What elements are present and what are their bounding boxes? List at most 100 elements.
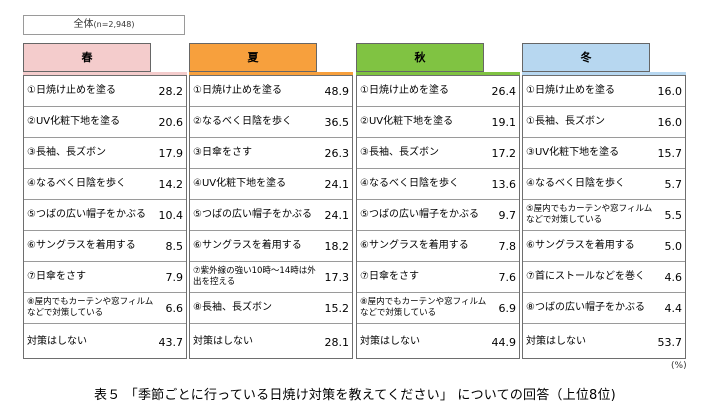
row-value: 9.7 — [498, 208, 517, 222]
table-row: ⑦日傘をさす 7.6 — [357, 262, 519, 293]
table-row: 対策はしない 53.7 — [523, 324, 685, 360]
table-row: ③UV化粧下地を塗る 15.7 — [523, 138, 685, 169]
row-label: ⑥サングラスを着用する — [27, 240, 136, 251]
table-row: ⑤つばの広い帽子をかぶる 10.4 — [24, 200, 186, 231]
table-row: ③長袖、長ズボン 17.9 — [24, 138, 186, 169]
table-row: ③長袖、長ズボン 17.2 — [357, 138, 519, 169]
table-row: ④UV化粧下地を塗る 24.1 — [190, 169, 352, 200]
row-label: ①日焼け止めを塗る — [360, 85, 449, 96]
table-row: ④なるべく日陰を歩く 14.2 — [24, 169, 186, 200]
total-sample-size: (n=2,948) — [93, 20, 135, 29]
row-label: ⑤つばの広い帽子をかぶる — [193, 209, 312, 220]
season-header-band: 夏 — [189, 43, 353, 75]
row-value: 20.6 — [158, 115, 184, 129]
row-value: 28.1 — [324, 335, 350, 349]
row-label: ②UV化粧下地を塗る — [27, 116, 121, 127]
row-value: 24.1 — [324, 208, 350, 222]
row-value: 17.9 — [158, 146, 184, 160]
table-row: ②UV化粧下地を塗る 20.6 — [24, 107, 186, 138]
table-row: ⑦紫外線の強い10時～14時は外出を控える 17.3 — [190, 262, 352, 293]
table-caption: 表５ 「季節ごとに行っている日焼け対策を教えてください」 についての回答（上位8… — [94, 388, 616, 403]
row-label: ③長袖、長ズボン — [27, 147, 106, 158]
season-table-body: ①日焼け止めを塗る 26.4 ②UV化粧下地を塗る 19.1 ③長袖、長ズボン 17.2 ④… — [356, 75, 520, 359]
row-label: ⑥サングラスを着用する — [193, 240, 302, 251]
total-label: 全体 — [73, 19, 94, 30]
table-row: 対策はしない 44.9 — [357, 324, 519, 360]
row-label: ③長袖、長ズボン — [360, 147, 439, 158]
row-label: ④なるべく日陰を歩く — [27, 178, 126, 189]
row-label: ⑧つばの広い帽子をかぶる — [526, 302, 645, 313]
table-row: ⑧屋内でもカーテンや窓フィルムなどで対策している 6.9 — [357, 293, 519, 324]
row-value: 5.0 — [664, 239, 683, 253]
total-respondents-box: 全体(n=2,948) — [23, 15, 185, 35]
row-value: 6.6 — [165, 301, 184, 315]
season-header: 春 — [23, 43, 151, 72]
row-value: 4.6 — [664, 270, 683, 284]
row-label: ①日焼け止めを塗る — [526, 85, 615, 96]
row-label: ⑦日傘をさす — [360, 271, 419, 282]
table-row: ⑥サングラスを着用する 7.8 — [357, 231, 519, 262]
table-row: ⑤屋内でもカーテンや窓フィルムなどで対策している 5.5 — [523, 200, 685, 231]
season-column-winter: 冬 ①日焼け止めを塗る 16.0 ①長袖、長ズボン 16.0 ③UV化粧下地を塗る 15.7… — [522, 43, 686, 359]
table-row: ②なるべく日陰を歩く 36.5 — [190, 107, 352, 138]
table-row: ①日焼け止めを塗る 28.2 — [24, 76, 186, 107]
row-value: 19.1 — [491, 115, 517, 129]
row-value: 16.0 — [657, 84, 683, 98]
row-value: 10.4 — [158, 208, 184, 222]
table-row: ①日焼け止めを塗る 48.9 — [190, 76, 352, 107]
row-value: 7.6 — [498, 270, 517, 284]
row-label: 対策はしない — [526, 336, 586, 347]
row-value: 28.2 — [158, 84, 184, 98]
row-label: ⑧長袖、長ズボン — [193, 302, 272, 313]
row-label: ⑧屋内でもカーテンや窓フィルムなどで対策している — [360, 297, 487, 318]
season-header-band: 冬 — [522, 43, 686, 75]
row-value: 7.9 — [165, 270, 184, 284]
row-value: 15.7 — [657, 146, 683, 160]
row-value: 44.9 — [491, 335, 517, 349]
table-row: ⑤つばの広い帽子をかぶる 9.7 — [357, 200, 519, 231]
table-row: ①日焼け止めを塗る 26.4 — [357, 76, 519, 107]
row-label: ⑦紫外線の強い10時～14時は外出を控える — [193, 266, 316, 287]
row-value: 7.8 — [498, 239, 517, 253]
season-column-summer: 夏 ①日焼け止めを塗る 48.9 ②なるべく日陰を歩く 36.5 ③日傘をさす 26.3 ④U… — [189, 43, 353, 359]
row-label: ⑤つばの広い帽子をかぶる — [27, 209, 146, 220]
row-label: ①日焼け止めを塗る — [27, 85, 116, 96]
row-label: ⑤つばの広い帽子をかぶる — [360, 209, 479, 220]
table-row: ②UV化粧下地を塗る 19.1 — [357, 107, 519, 138]
table-row: ⑦日傘をさす 7.9 — [24, 262, 186, 293]
table-row: 対策はしない 28.1 — [190, 324, 352, 360]
table-row: ⑤つばの広い帽子をかぶる 24.1 — [190, 200, 352, 231]
row-value: 18.2 — [324, 239, 350, 253]
row-label: ③UV化粧下地を塗る — [526, 147, 620, 158]
season-column-spring: 春 ①日焼け止めを塗る 28.2 ②UV化粧下地を塗る 20.6 ③長袖、長ズボン 17.9… — [23, 43, 187, 359]
row-label: 対策はしない — [360, 336, 420, 347]
row-value: 14.2 — [158, 177, 184, 191]
season-header: 冬 — [522, 43, 650, 72]
row-label: ⑥サングラスを着用する — [360, 240, 469, 251]
row-label: ①日焼け止めを塗る — [193, 85, 282, 96]
season-header-band: 春 — [23, 43, 187, 75]
row-value: 5.7 — [664, 177, 683, 191]
table-row: ⑥サングラスを着用する 8.5 — [24, 231, 186, 262]
row-label: ⑦日傘をさす — [27, 271, 86, 282]
row-label: ⑧屋内でもカーテンや窓フィルムなどで対策している — [27, 297, 154, 318]
row-value: 26.4 — [491, 84, 517, 98]
table-row: ⑧つばの広い帽子をかぶる 4.4 — [523, 293, 685, 324]
season-table-body: ①日焼け止めを塗る 48.9 ②なるべく日陰を歩く 36.5 ③日傘をさす 26.3 ④UV… — [189, 75, 353, 359]
row-value: 5.5 — [664, 208, 683, 222]
row-label: ⑤屋内でもカーテンや窓フィルムなどで対策している — [526, 204, 653, 225]
row-value: 17.2 — [491, 146, 517, 160]
row-value: 36.5 — [324, 115, 350, 129]
season-header-band: 秋 — [356, 43, 520, 75]
row-value: 43.7 — [158, 335, 184, 349]
season-header: 夏 — [189, 43, 317, 72]
table-row: 対策はしない 43.7 — [24, 324, 186, 360]
row-label: ④なるべく日陰を歩く — [360, 178, 459, 189]
season-column-autumn: 秋 ①日焼け止めを塗る 26.4 ②UV化粧下地を塗る 19.1 ③長袖、長ズボン 17.2… — [356, 43, 520, 359]
table-row: ④なるべく日陰を歩く 13.6 — [357, 169, 519, 200]
table-row: ⑧長袖、長ズボン 15.2 — [190, 293, 352, 324]
row-label: 対策はしない — [27, 336, 87, 347]
table-row: ④なるべく日陰を歩く 5.7 — [523, 169, 685, 200]
row-value: 48.9 — [324, 84, 350, 98]
row-value: 6.9 — [498, 301, 517, 315]
